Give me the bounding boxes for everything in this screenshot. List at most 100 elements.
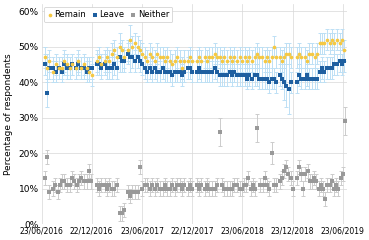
Leave (229, 73, 235, 77)
Neither (279, 176, 285, 180)
Leave (206, 70, 212, 73)
Remain (224, 59, 230, 63)
Neither (187, 183, 193, 187)
Remain (256, 55, 262, 59)
Remain (229, 59, 235, 63)
Neither (152, 187, 158, 191)
Leave (324, 66, 330, 70)
Neither (258, 183, 263, 187)
Remain (262, 59, 268, 63)
Neither (127, 194, 133, 198)
Leave (339, 63, 345, 66)
Remain (81, 63, 87, 66)
Remain (334, 38, 340, 42)
Neither (234, 183, 240, 187)
Leave (130, 55, 135, 59)
Leave (142, 66, 148, 70)
Neither (311, 176, 317, 180)
Leave (194, 70, 200, 73)
Neither (42, 176, 48, 180)
Neither (73, 183, 79, 187)
Neither (52, 183, 58, 187)
Leave (262, 77, 268, 81)
Leave (137, 59, 143, 63)
Neither (300, 187, 306, 191)
Leave (237, 73, 242, 77)
Remain (158, 55, 163, 59)
Leave (244, 77, 250, 81)
Neither (320, 187, 326, 191)
Remain (239, 59, 245, 63)
Leave (341, 59, 347, 63)
Leave (219, 73, 225, 77)
Remain (277, 55, 283, 59)
Neither (327, 183, 332, 187)
Leave (109, 66, 115, 70)
Leave (96, 63, 102, 66)
Neither (333, 183, 339, 187)
Leave (317, 70, 323, 73)
Remain (279, 59, 285, 63)
Neither (231, 183, 237, 187)
Leave (114, 66, 120, 70)
Remain (271, 45, 277, 49)
Remain (154, 52, 160, 56)
Neither (288, 176, 294, 180)
Neither (67, 183, 73, 187)
Leave (89, 66, 94, 70)
Leave (184, 66, 190, 70)
Neither (89, 180, 94, 183)
Neither (147, 187, 153, 191)
Remain (319, 41, 325, 45)
Leave (175, 70, 180, 73)
Remain (145, 59, 151, 63)
Leave (84, 70, 90, 73)
Neither (114, 183, 120, 187)
Remain (42, 55, 48, 59)
Neither (241, 183, 247, 187)
Remain (246, 55, 252, 59)
Neither (132, 190, 138, 194)
Remain (329, 38, 335, 42)
Neither (283, 165, 289, 169)
Neither (338, 176, 344, 180)
Remain (306, 52, 312, 56)
Neither (204, 183, 210, 187)
Neither (184, 187, 190, 191)
Remain (179, 66, 185, 70)
Neither (71, 180, 77, 183)
Remain (62, 59, 68, 63)
Leave (94, 63, 100, 66)
Neither (305, 169, 311, 173)
Neither (206, 187, 212, 191)
Leave (119, 59, 125, 63)
Remain (127, 38, 133, 42)
Leave (234, 73, 240, 77)
Leave (217, 73, 223, 77)
Leave (158, 70, 163, 73)
Remain (111, 48, 117, 52)
Leave (196, 66, 202, 70)
Neither (324, 183, 330, 187)
Remain (84, 66, 90, 70)
Remain (121, 55, 127, 59)
Remain (164, 55, 170, 59)
Remain (234, 59, 240, 63)
Neither (64, 183, 70, 187)
Remain (172, 59, 177, 63)
Leave (331, 63, 337, 66)
Leave (172, 70, 177, 73)
Remain (264, 55, 270, 59)
Remain (194, 59, 200, 63)
Neither (142, 183, 148, 187)
Leave (69, 63, 75, 66)
Leave (246, 73, 252, 77)
Leave (273, 80, 279, 84)
Remain (211, 52, 217, 56)
Remain (73, 66, 79, 70)
Leave (62, 63, 68, 66)
Remain (175, 55, 180, 59)
Neither (117, 211, 123, 215)
Leave (327, 66, 332, 70)
Neither (281, 169, 287, 173)
